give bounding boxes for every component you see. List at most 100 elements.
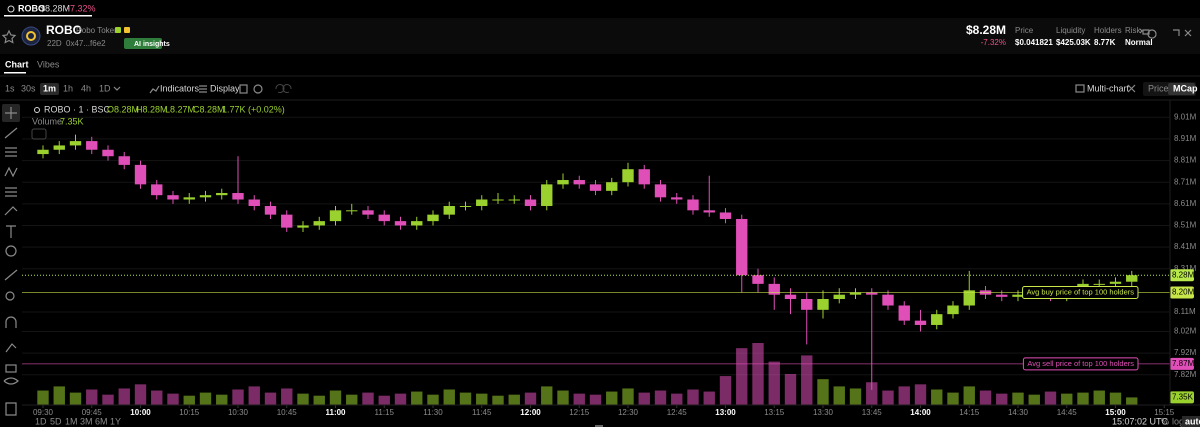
undo-redo[interactable] — [275, 84, 292, 93]
x-tick-label: 09:45 — [82, 408, 103, 417]
collapse-button[interactable] — [31, 128, 47, 140]
mode-mcap[interactable]: MCap — [1173, 83, 1198, 93]
y-tick-label: 8.02M — [1174, 327, 1197, 336]
candle-body — [459, 205, 472, 207]
y-tick-label: 8.51M — [1174, 221, 1197, 230]
interval[interactable]: 4h — [81, 83, 91, 93]
interval[interactable]: 1m — [43, 83, 56, 93]
interval[interactable]: 30s — [21, 83, 36, 93]
price-label: 7.87M — [1172, 359, 1195, 368]
interval-menu[interactable] — [113, 86, 121, 91]
tab-vibes[interactable]: Vibes — [37, 59, 60, 69]
x-tick-label: 14:00 — [910, 408, 931, 417]
volume-legend: Volume — [32, 116, 62, 126]
candle-body — [167, 195, 179, 200]
scale-option[interactable]: % — [1161, 416, 1169, 426]
y-tick-label: 8.31M — [1174, 264, 1197, 273]
candle-body — [557, 180, 569, 185]
volume-bar — [118, 388, 130, 405]
candle-body — [1109, 281, 1122, 284]
candle-body — [541, 184, 553, 206]
intervals: 1s 30s 1m 1h 4h 1D — [5, 83, 111, 93]
candle-body — [394, 221, 407, 226]
stat-label: Holders — [1094, 26, 1122, 35]
interval[interactable]: 1h — [63, 83, 73, 93]
candle-body — [313, 221, 325, 226]
token-header — [0, 18, 1200, 54]
volume-bar — [476, 393, 488, 405]
volume-bar — [638, 392, 650, 405]
volume-bar — [849, 388, 862, 405]
x-tick-label: 10:45 — [277, 408, 298, 417]
scale-option[interactable]: log — [1172, 416, 1184, 426]
volume-bar — [979, 390, 992, 405]
candle-body — [362, 210, 374, 215]
volume-bar — [687, 389, 699, 405]
header-icons[interactable] — [1142, 29, 1192, 39]
range[interactable]: 1Y — [110, 416, 121, 426]
candle-body — [346, 210, 358, 212]
fullscreen-icon[interactable] — [1127, 84, 1136, 93]
x-tick-label: 14:15 — [959, 408, 980, 417]
volume-bar — [671, 393, 683, 405]
x-tick-label: 10:30 — [228, 408, 249, 417]
scale-option[interactable]: auto — [1185, 416, 1200, 426]
scale-active — [1182, 416, 1200, 427]
volume-bar — [264, 392, 277, 405]
scroll-handle[interactable] — [595, 425, 603, 427]
range[interactable]: 1M — [65, 416, 78, 426]
mode-active — [1168, 83, 1195, 95]
x-tick-label: 14:30 — [1008, 408, 1029, 417]
candle-body — [151, 184, 163, 196]
volume-bar — [833, 386, 845, 405]
y-tick-label: 8.41M — [1174, 242, 1197, 251]
volume-bar — [752, 343, 764, 405]
candle-body — [329, 210, 342, 222]
candle-body — [784, 294, 797, 300]
volume-bar — [151, 390, 163, 405]
x-tick-label: 12:15 — [569, 408, 590, 417]
ai-button-label[interactable]: AI insights — [134, 41, 170, 48]
volume-bar — [394, 393, 407, 405]
tab-underline — [4, 15, 92, 17]
candle-body — [248, 199, 260, 206]
indicators-icon — [149, 85, 160, 94]
chart: 9.01M 8.91M 8.81M 8.71M 8.61M 8.51M 8.41M 8.31M… — [22, 100, 1200, 417]
tab-chart[interactable]: Chart — [5, 59, 29, 69]
candle-body — [134, 164, 147, 185]
favorite-star[interactable] — [1, 29, 17, 44]
volume-bar — [53, 386, 65, 405]
range[interactable]: 6M — [95, 416, 108, 426]
display-icon — [199, 85, 207, 93]
range[interactable]: 1D — [35, 416, 47, 426]
candle-body — [931, 314, 943, 325]
candle-body — [703, 210, 715, 213]
risk-chevron[interactable] — [1139, 28, 1143, 34]
price-line-tag — [1022, 357, 1139, 371]
tab-symbol[interactable]: ROBO — [18, 3, 45, 13]
x-tick-label: 11:45 — [472, 408, 492, 417]
indicators[interactable]: Indicators — [160, 83, 200, 93]
settings-icon[interactable] — [253, 84, 263, 94]
multi-chart[interactable]: Multi-chart — [1087, 83, 1130, 93]
interval[interactable]: 1D — [99, 83, 111, 93]
candle-body — [443, 205, 455, 215]
mode-price[interactable]: Price — [1148, 83, 1169, 93]
range[interactable]: 5D — [50, 416, 62, 426]
volume-bar — [589, 394, 602, 405]
interval[interactable]: 1s — [5, 83, 15, 93]
volume-bar — [443, 389, 455, 405]
ai-button[interactable] — [124, 38, 162, 49]
screenshot-icon[interactable] — [239, 84, 248, 94]
y-tick-label: 8.81M — [1174, 156, 1197, 165]
volume-bar — [346, 394, 358, 405]
stats-mcap: $8.28M — [966, 23, 1006, 37]
volume-bar — [69, 392, 82, 405]
display[interactable]: Display — [210, 83, 240, 93]
token-address[interactable]: 0x47...f6e2 — [66, 39, 106, 48]
drawing-tools[interactable] — [3, 107, 19, 416]
range[interactable]: 3M — [80, 416, 93, 426]
candle-body — [963, 290, 975, 306]
candle-body — [378, 214, 390, 222]
